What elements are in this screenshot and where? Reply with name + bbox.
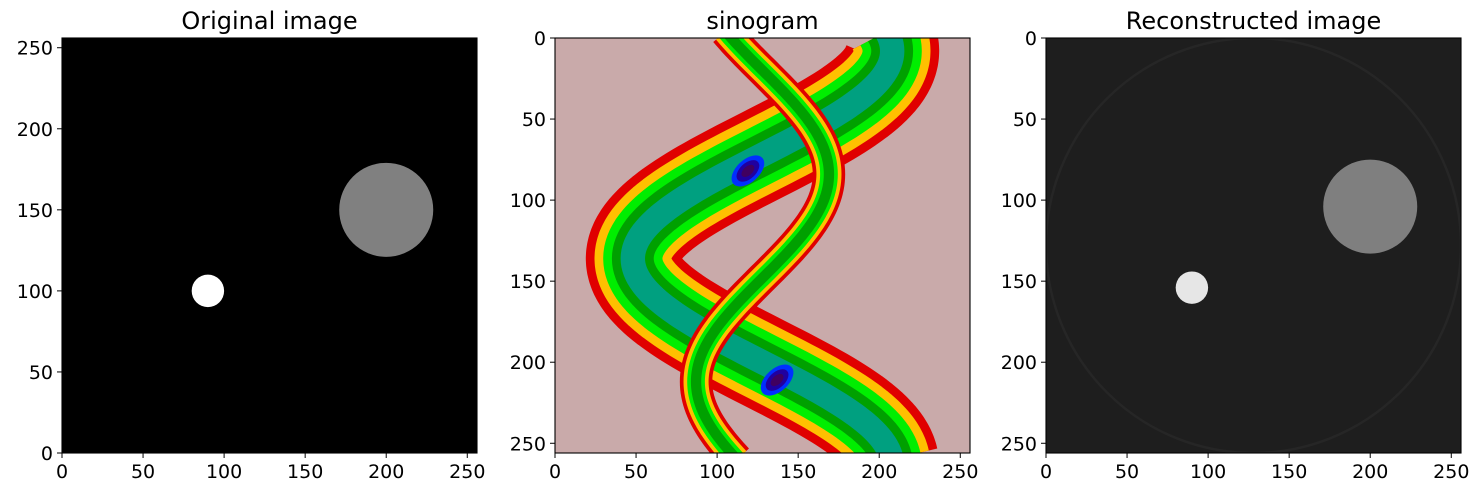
crossing-peak [770, 373, 784, 387]
x-tick-label: 200 [1352, 461, 1388, 483]
y-tick-label: 100 [510, 190, 546, 212]
x-tick-label: 150 [1271, 461, 1307, 483]
image-background [1046, 38, 1461, 453]
y-tick-label: 100 [17, 281, 53, 303]
panel-reconstructed-image: Reconstructed image 0 50 100 150 200 25005010… [1001, 7, 1470, 483]
y-tick-label: 0 [41, 443, 53, 465]
x-tick-label: 150 [780, 461, 816, 483]
x-tick-label: 50 [1115, 461, 1139, 483]
x-tick-label: 0 [549, 461, 561, 483]
y-tick-label: 250 [510, 433, 546, 455]
x-tick-label: 200 [368, 461, 404, 483]
y-tick-label: 100 [1001, 190, 1037, 212]
y-tick-label: 200 [1001, 352, 1037, 374]
x-tick-label: 100 [1190, 461, 1226, 483]
y-tick-label: 250 [17, 38, 53, 60]
x-tick-label: 200 [861, 461, 897, 483]
x-tick-label: 250 [1433, 461, 1469, 483]
y-tick-label: 0 [1025, 28, 1037, 50]
y-tick-label: 0 [534, 28, 546, 50]
plot-area [1046, 38, 1461, 453]
y-tick-label: 50 [1013, 109, 1037, 131]
disk-object [191, 274, 225, 308]
x-tick-label: 50 [131, 461, 155, 483]
axes-frame [61, 37, 478, 454]
disk-object [1323, 159, 1418, 254]
y-tick-label: 150 [17, 200, 53, 222]
y-tick-label: 250 [1001, 433, 1037, 455]
x-tick-label: 250 [942, 461, 978, 483]
panel-original-image: Original image 0 50 100 150 200 250 0 50 100 150 2… [17, 7, 486, 483]
x-tick-label: 0 [1040, 461, 1052, 483]
panel-title: Reconstructed image [1126, 7, 1381, 35]
axes-frame [1045, 37, 1462, 454]
trace-band [620, 38, 905, 453]
panel-title: sinogram [706, 7, 818, 35]
x-tick-label: 0 [56, 461, 68, 483]
x-tick-label: 150 [287, 461, 323, 483]
disk-object [1175, 271, 1209, 304]
plot-area [555, 38, 970, 453]
axes-frame [554, 37, 971, 454]
y-tick-label: 150 [1001, 271, 1037, 293]
y-tick-label: 200 [510, 352, 546, 374]
y-tick-label: 200 [17, 119, 53, 141]
plot-area [62, 38, 477, 453]
trace-band [690, 38, 835, 453]
x-tick-label: 250 [449, 461, 485, 483]
y-tick-label: 50 [522, 109, 546, 131]
crossing-peak [741, 164, 755, 178]
x-tick-label: 100 [206, 461, 242, 483]
panel-title: Original image [181, 7, 357, 35]
y-tick-label: 50 [29, 362, 53, 384]
y-tick-label: 150 [510, 271, 546, 293]
x-tick-label: 100 [699, 461, 735, 483]
x-tick-label: 50 [624, 461, 648, 483]
disk-object [339, 162, 434, 257]
